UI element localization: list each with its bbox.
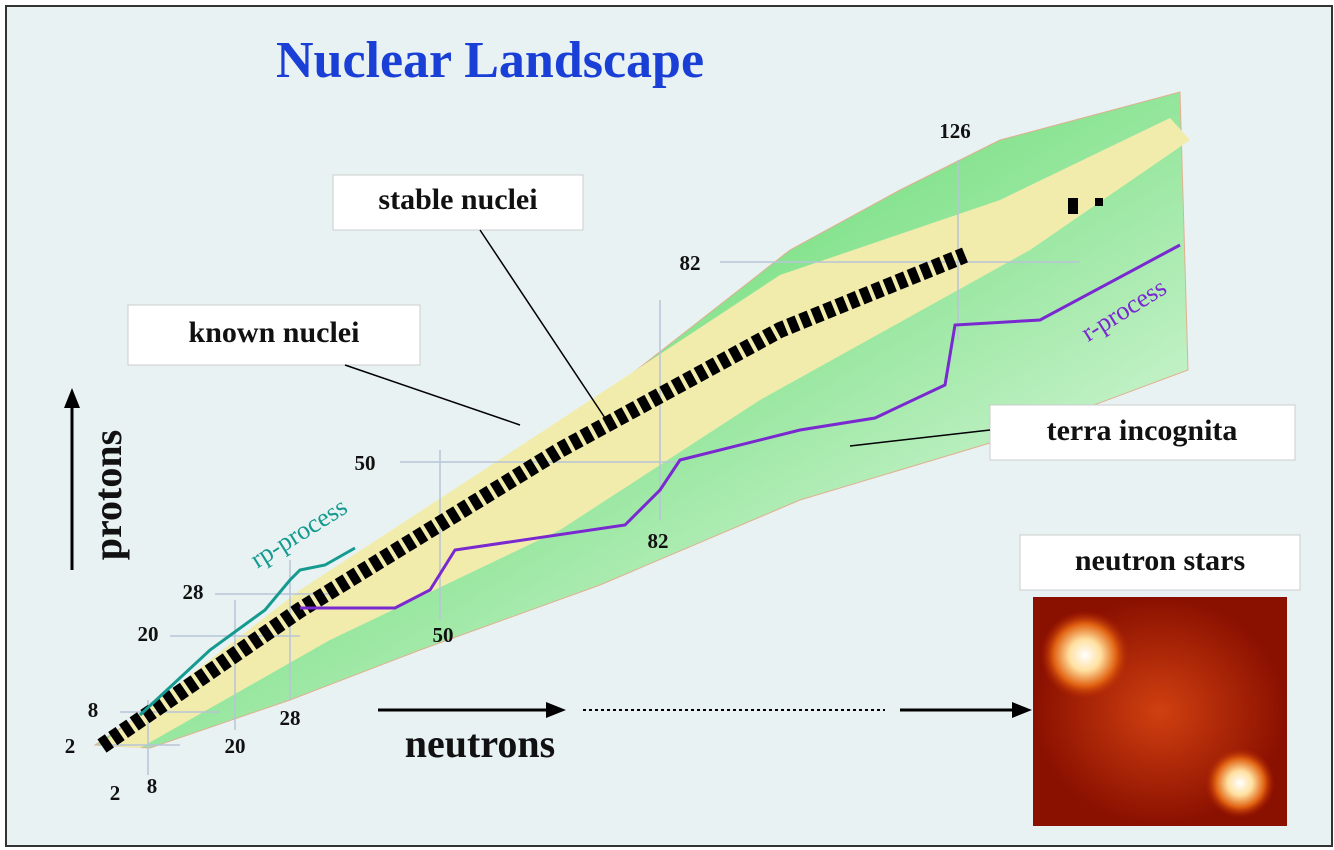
- known-label: known nuclei: [189, 316, 360, 349]
- terra-label: terra incognita: [1047, 414, 1238, 447]
- magic-number: 2: [65, 734, 76, 758]
- arrowhead: [546, 702, 566, 718]
- label-box: [127, 304, 421, 366]
- stable-label: stable nuclei: [378, 183, 537, 216]
- label-box: [989, 404, 1296, 461]
- star: [1205, 748, 1275, 818]
- label-box: [332, 174, 584, 231]
- neutrons-label: neutrons: [405, 721, 555, 766]
- arrowhead: [64, 388, 80, 408]
- pointer: [479, 229, 606, 419]
- magic-number: 126: [939, 119, 971, 143]
- magic-number: 50: [433, 623, 454, 647]
- stable-nuclei: [97, 247, 969, 753]
- magic-number: 8: [147, 774, 158, 798]
- stable-island: [1068, 198, 1078, 214]
- magic-number: 2: [110, 781, 121, 805]
- magic-number: 8: [88, 698, 99, 722]
- pointer: [344, 364, 521, 426]
- label-box: [1019, 534, 1301, 591]
- magic-number: 28: [183, 580, 204, 604]
- stars-label: neutron stars: [1075, 544, 1245, 577]
- magic-number: 82: [680, 251, 701, 275]
- rp-process-line: [138, 546, 356, 717]
- magic-number: 28: [280, 706, 301, 730]
- arrowhead: [1012, 702, 1032, 718]
- magic-number: 82: [648, 529, 669, 553]
- star: [1040, 610, 1130, 700]
- pointer: [849, 429, 991, 447]
- stable-island: [1095, 198, 1103, 206]
- magic-number: 20: [225, 734, 246, 758]
- magic-number: 50: [355, 451, 376, 475]
- r-process-line: [300, 243, 1181, 610]
- protons-label: protons: [85, 430, 130, 560]
- magic-number: 20: [138, 622, 159, 646]
- title: Nuclear Landscape: [276, 32, 704, 89]
